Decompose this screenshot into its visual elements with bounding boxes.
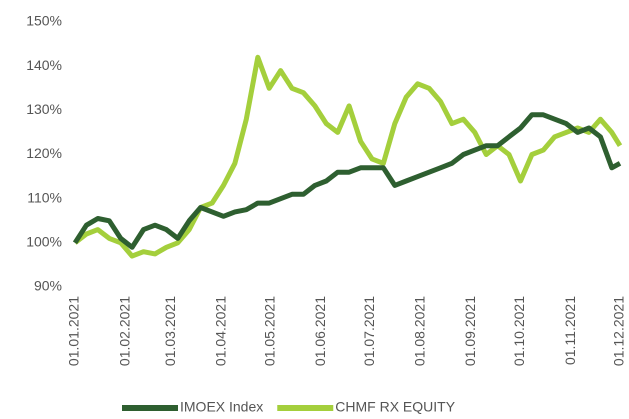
x-tick-label: 01.12.2021 xyxy=(611,296,627,366)
x-tick-label: 01.09.2021 xyxy=(462,296,478,366)
y-tick-label: 150% xyxy=(26,13,62,29)
x-tick-label: 01.02.2021 xyxy=(116,296,132,366)
x-tick-label: 01.07.2021 xyxy=(361,296,377,366)
legend-label: CHMF RX EQUITY xyxy=(335,399,455,415)
x-tick-label: 01.10.2021 xyxy=(511,296,527,366)
x-tick-label: 01.08.2021 xyxy=(412,296,428,366)
legend-label: IMOEX Index xyxy=(180,399,263,415)
x-tick-label: 01.11.2021 xyxy=(562,296,578,365)
y-tick-label: 130% xyxy=(26,101,62,117)
series-line xyxy=(72,112,622,250)
series-line xyxy=(73,54,623,259)
y-tick-label: 120% xyxy=(26,145,62,161)
y-tick-label: 110% xyxy=(27,189,62,205)
y-tick-label: 100% xyxy=(26,234,62,250)
x-tick-label: 01.05.2021 xyxy=(262,296,278,366)
x-tick-label: 01.04.2021 xyxy=(213,296,229,366)
x-tick-label: 01.01.2021 xyxy=(66,296,82,366)
y-tick-label: 90% xyxy=(34,278,62,294)
x-tick-label: 01.03.2021 xyxy=(162,296,178,366)
x-tick-label: 01.06.2021 xyxy=(312,296,328,366)
y-tick-label: 140% xyxy=(26,57,62,73)
